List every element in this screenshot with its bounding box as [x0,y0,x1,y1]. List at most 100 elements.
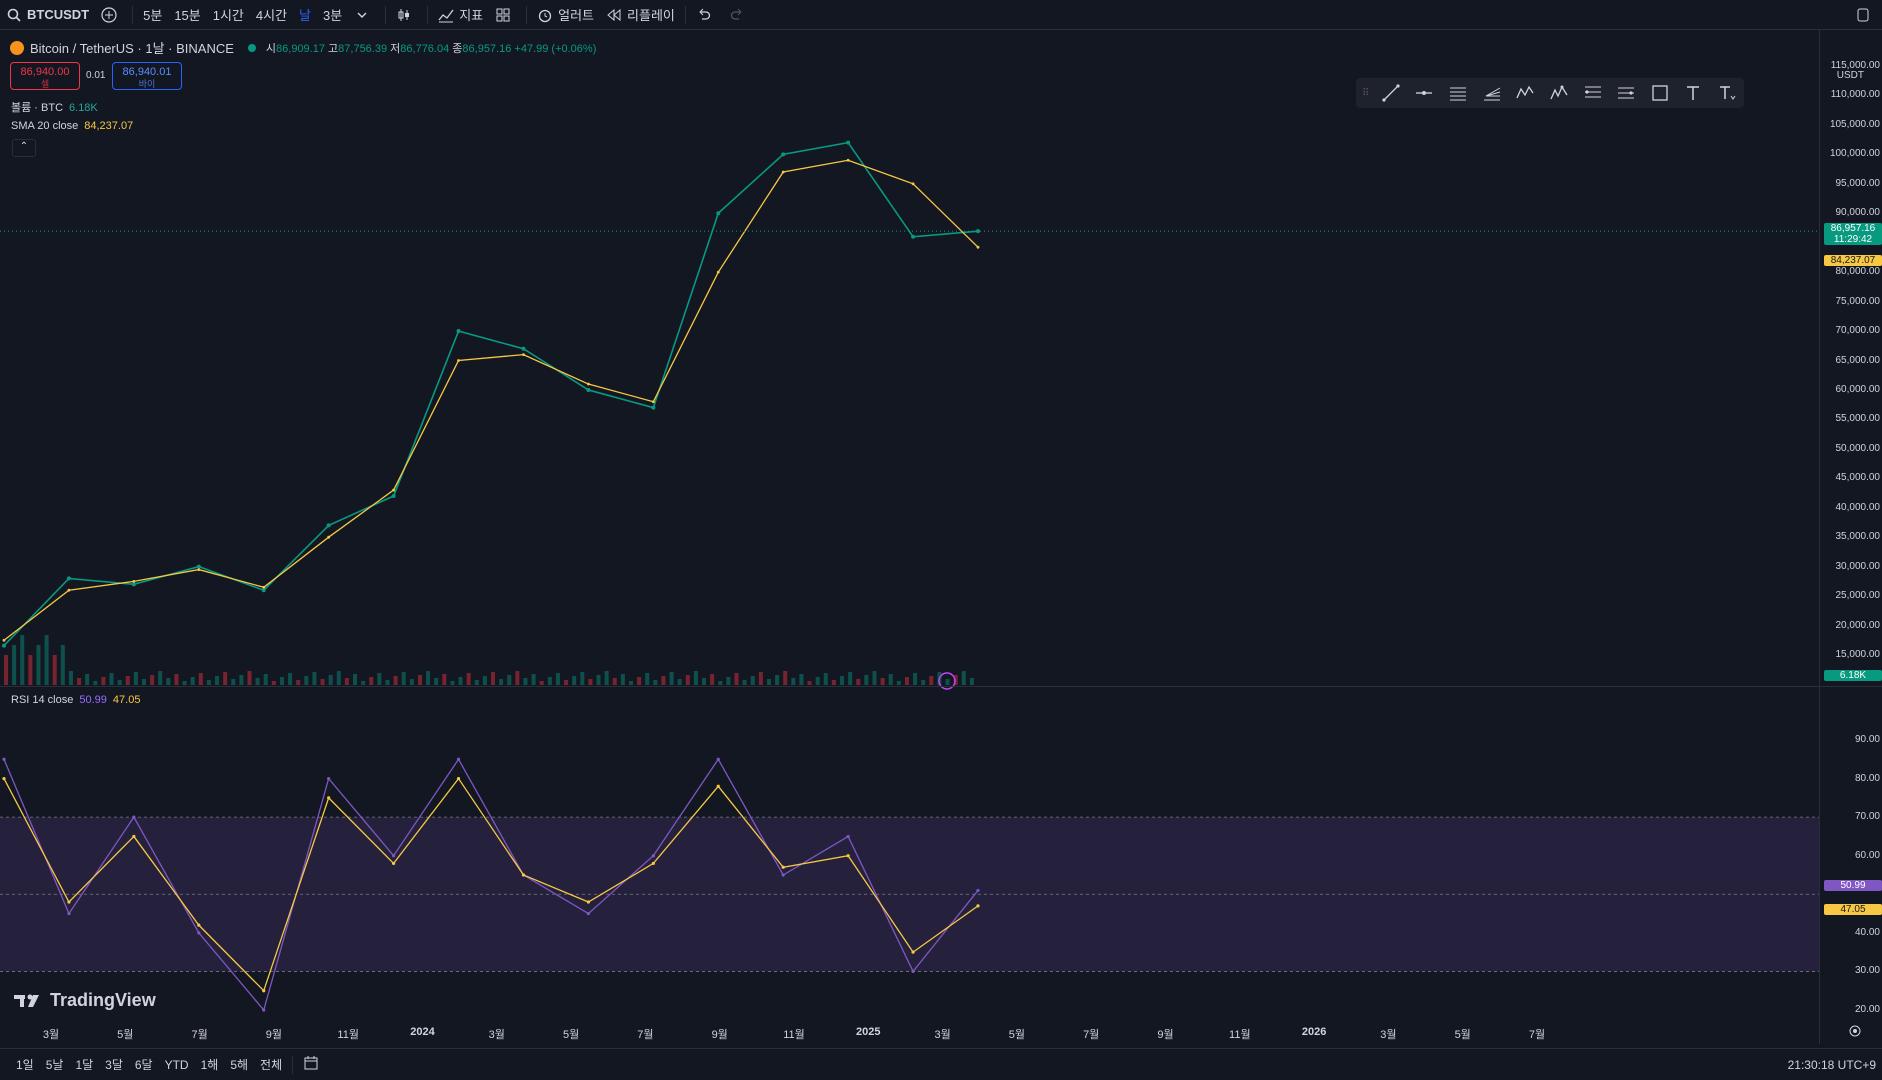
interval-1h[interactable]: 1시간 [212,8,244,23]
range-5d[interactable]: 5날 [45,1058,64,1072]
interval-1d[interactable]: 날 [299,8,312,23]
time-tick: 3월 [1380,1029,1397,1041]
indicators-button[interactable]: 지표 [432,0,489,30]
fib-extension-tool[interactable] [1609,78,1643,108]
volume-bar [263,674,268,685]
volume-bar [742,680,747,685]
trend-line-tool[interactable] [1374,78,1408,108]
volume-bar [466,673,471,685]
interval-dropdown[interactable] [348,0,381,30]
volume-bar [206,680,211,685]
rsi-point [262,1008,266,1012]
time-tick: 7월 [637,1029,654,1041]
volume-legend[interactable]: 볼륨 · BTC 6.18K [11,102,98,114]
volume-bar [823,673,828,685]
drag-handle-icon[interactable]: ⠿ [1362,87,1370,99]
rsi-ma-point [716,784,720,788]
chart-settings-button[interactable] [1848,1024,1862,1041]
volume-bar [198,673,203,685]
sell-button[interactable]: 86,940.00 셀 [10,62,80,90]
volume-bar [945,679,950,685]
replay-button[interactable]: 리플레이 [600,0,681,30]
buy-button[interactable]: 86,940.01 바이 [112,62,182,90]
currency-selector[interactable]: USDT [1836,70,1864,81]
time-tick: 9월 [1157,1029,1174,1041]
time-tick: 7월 [1083,1029,1100,1041]
elliott-wave-tool[interactable] [1542,78,1576,108]
text-tool[interactable] [1677,78,1711,108]
rsi-ma-point [586,900,591,904]
range-1m[interactable]: 1달 [75,1058,94,1072]
compare-button[interactable] [95,0,128,30]
price-scale[interactable]: USDT 115,000.00 110,000.00 105,000.00 100,0… [1819,30,1882,1044]
fib-retracement-tool[interactable] [1576,78,1610,108]
chart-legend: Bitcoin / TetherUS · 1날 · BINANCE 시86,90… [10,38,596,57]
volume-bar [353,674,358,685]
volume-bar [312,672,317,685]
chart-type-button[interactable] [390,0,423,30]
range-5y[interactable]: 5해 [230,1058,249,1072]
rsi-point [456,757,461,761]
price-point [846,140,851,145]
range-1d[interactable]: 1일 [16,1058,34,1072]
price-point [781,152,786,157]
replay-label: 리플레이 [627,8,675,23]
volume-bar [133,672,138,685]
pane-separator[interactable] [0,686,1882,687]
goto-date-button[interactable] [297,1055,325,1074]
chart-area[interactable] [0,30,1882,1044]
collapse-legend-button[interactable]: ⌃ [12,139,36,157]
rsi-tick: 20.00 [1854,1004,1880,1015]
fullscreen-button[interactable] [1849,0,1882,30]
volume-bar [791,678,796,685]
volume-bar [612,678,617,685]
layouts-button[interactable] [489,0,522,30]
volume-bar [442,674,447,685]
market-open-indicator [247,43,256,52]
volume-bar [158,671,163,685]
chart-canvas[interactable] [0,30,1820,1044]
search-icon [7,8,21,22]
anchored-text-tool[interactable] [1710,78,1744,108]
pitchfork-tool[interactable] [1475,78,1509,108]
sma-legend[interactable]: SMA 20 close 84,237.07 [11,120,134,132]
range-3m[interactable]: 3달 [105,1058,123,1072]
rsi-point [586,911,591,916]
alert-label: 얼러트 [558,8,595,23]
price-point [66,576,71,581]
plus-circle-icon [101,6,117,23]
interval-15m[interactable]: 15분 [174,8,201,23]
volume-bar [401,672,406,685]
clock[interactable]: 21:30:18 UTC+9 [1787,1057,1876,1072]
volume-bar [628,681,633,685]
range-all[interactable]: 전체 [260,1058,283,1072]
sma-point [132,579,136,583]
range-ytd[interactable]: YTD [164,1057,189,1072]
volume-bar [377,673,382,685]
redo-button[interactable] [723,0,756,30]
interval-3m[interactable]: 3분 [323,8,343,23]
price-point [2,643,6,648]
rsi-ma-point [911,950,915,954]
volume-bar [766,679,771,685]
range-1y[interactable]: 1해 [200,1058,219,1072]
interval-4h[interactable]: 4시간 [255,8,288,23]
range-6m[interactable]: 6달 [134,1058,153,1072]
xabcd-pattern-tool[interactable] [1508,78,1542,108]
alert-button[interactable]: 얼러트 [531,0,600,30]
rsi-ma-point [976,904,980,908]
volume-bar [807,681,812,685]
rectangle-tool[interactable] [1643,78,1677,108]
rsi-ma-point [781,865,785,869]
interval-5m[interactable]: 5분 [143,8,163,23]
price-tick: 50,000.00 [1835,442,1881,454]
rsi-legend[interactable]: RSI 14 close 50.99 47.05 [11,694,141,706]
symbol-search[interactable]: BTCUSDT [0,0,95,30]
time-axis[interactable]: 3월 5월 7월 9월 11월 2024 3월 5월 7월 9월 11월 2025 3월 5월 7월 9월 11… [0,1022,1820,1044]
volume-tag: 6.18K [1824,670,1882,681]
undo-button[interactable] [690,0,723,30]
volume-bar [52,655,57,685]
horizontal-line-tool[interactable] [1408,78,1442,108]
volume-bar [109,673,114,685]
channel-tool[interactable] [1441,78,1475,108]
